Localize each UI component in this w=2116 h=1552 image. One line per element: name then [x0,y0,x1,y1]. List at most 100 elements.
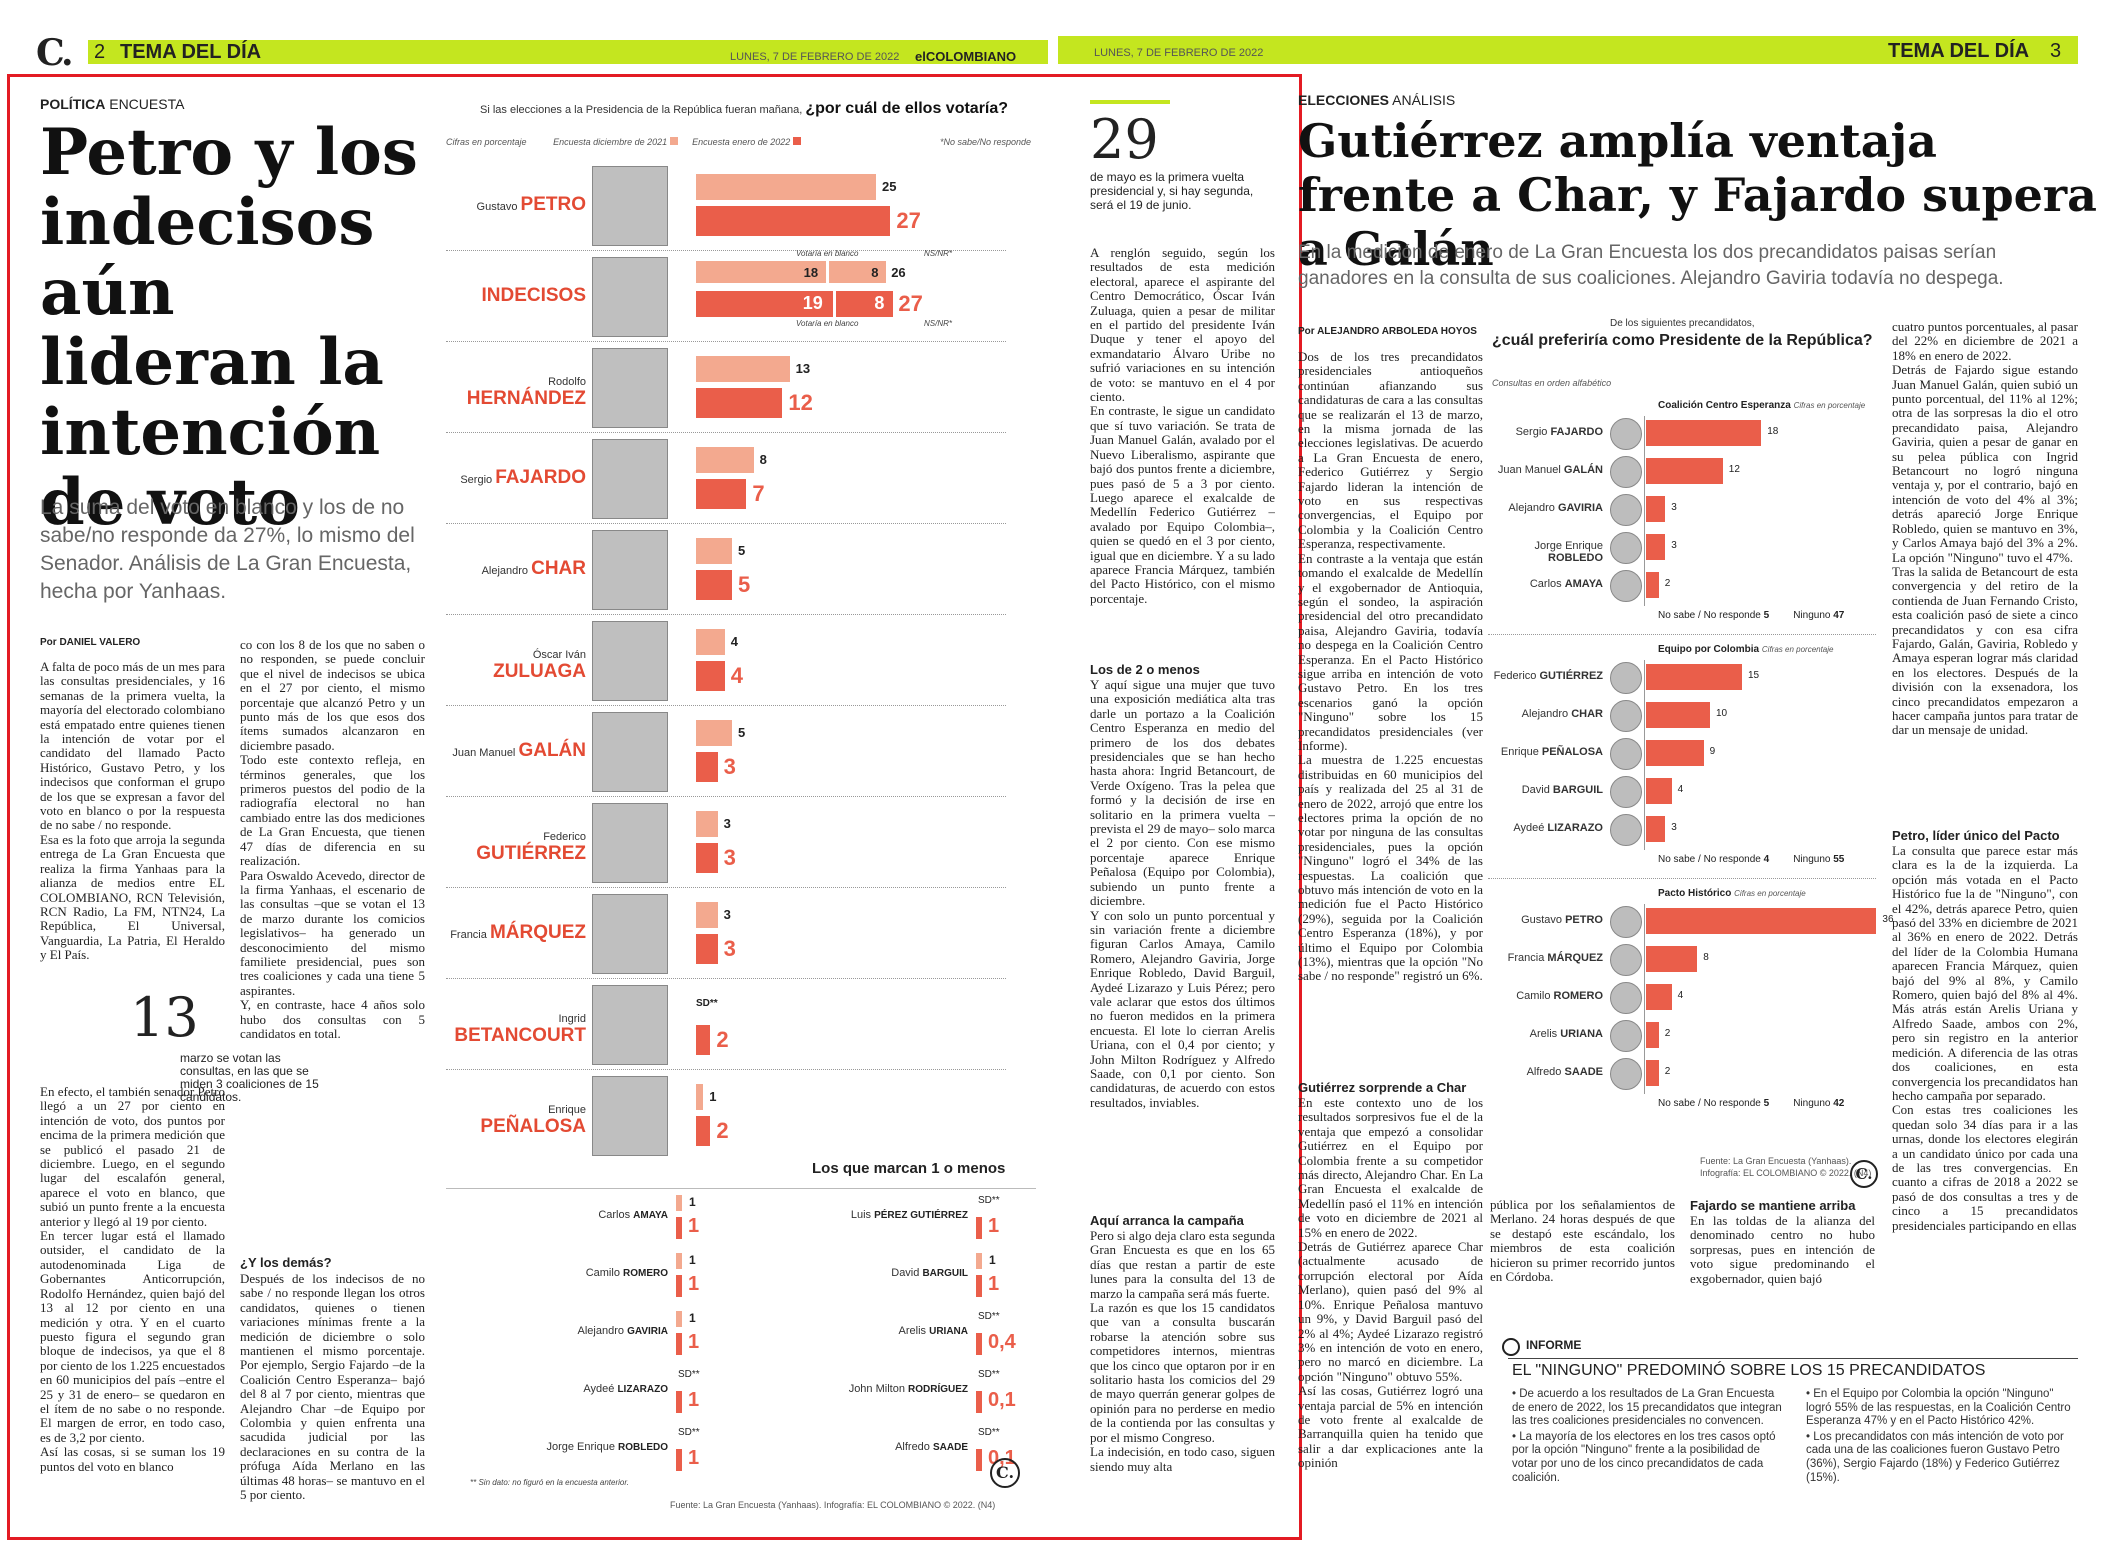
value-dec: 25 [882,179,897,194]
informe-bullet-4: • Los precandidatos con más intención de… [1806,1430,2064,1484]
bar-dec [696,811,718,837]
rgroup-axis [1644,904,1645,1094]
small-candidate-name: Alejandro GAVIRIA [446,1325,668,1337]
chart-footnote: ** Sin dato: no figuró en la encuesta an… [470,1478,629,1487]
small-value-jan: 0,1 [988,1389,1016,1411]
small-last-name: AMAYA [633,1210,668,1221]
bar-jan [696,388,783,418]
small-value-jan: 0,4 [988,1331,1016,1353]
small-chart: Carlos AMAYA 1 1 Luis PÉREZ GUTIÉRREZ SD** 1 C… [446,1188,1036,1479]
candidate-name: Sergio FAJARDO [446,467,586,489]
rcandidate-first: Juan Manuel [1497,464,1564,476]
bar-jan [696,570,732,600]
rns-value: 5 [1763,1098,1770,1109]
chart-row: Gustavo PETRO 25 27 [446,160,1036,251]
rcandidate-first: Francia [1507,952,1548,964]
body-col1b-right-text: En este contexto uno de los resultados s… [1298,1096,1483,1471]
rns-label: No sabe / No responde [1658,1098,1764,1109]
chart-row: Ingrid BETANCOURT SD** 2 [446,979,1036,1070]
highlight-frame [7,74,1302,1540]
candidate-name: Ingrid BETANCOURT [446,1013,586,1047]
candidate-last-name: CHAR [531,558,586,579]
section-bar-right [1058,36,2078,64]
body-col3c-left-text: Pero si algo deja claro esta segunda Gra… [1090,1229,1275,1474]
legend-ns: *No sabe/No responde [939,137,1031,147]
small-value-jan: 1 [988,1215,1000,1237]
kicker-text: ENCUESTA [109,96,185,112]
rninguno-label: Ninguno [1793,610,1834,621]
candidate-photo [592,621,668,701]
rcandidate-photo [1610,906,1642,938]
small-value-dec-sd: SD** [978,1195,1000,1206]
value-dec: 4 [730,634,739,649]
row-separator [446,250,1006,251]
small-value-dec: 1 [989,1253,996,1267]
value-dec-sd: SD** [696,998,718,1009]
small-bar-jan [976,1333,982,1355]
rcandidate-photo [1610,814,1642,846]
rcandidate-last: ROMERO [1553,990,1604,1002]
row-separator [446,978,1006,979]
rbar [1646,984,1672,1010]
candidate-last-name: HERNÁNDEZ [466,388,586,409]
rbar [1646,946,1698,972]
rcandidate-photo [1610,1020,1642,1052]
bar-jan [696,479,747,509]
candidate-name: Alejandro CHAR [446,558,586,580]
body-col4-right: cuatro puntos porcentuales, al pasar del… [1892,320,2078,820]
bar-dec [696,629,725,655]
rvalue: 3 [1671,540,1677,551]
informe-bullet-4-text: Los precandidatos con más intención de v… [1806,1430,2064,1484]
candidate-name: Federico GUTIÉRREZ [446,831,586,865]
small-value-jan: 1 [688,1447,700,1469]
informe-line [1508,1358,2078,1359]
rcandidate-name: Alfredo SAADE [1488,1066,1603,1078]
chart-row: INDECISOS 18 8 26 Votaría en blanco NS/NR* 19 8… [446,249,1036,342]
chart-logo: C. [990,1458,1020,1488]
candidate-last-name: INDECISOS [481,285,586,306]
bar-jan-ns [835,291,894,317]
small-value-dec-sd: SD** [978,1369,1000,1380]
candidate-photo [592,257,668,337]
rvalue: 2 [1664,578,1671,589]
small-first-name: Luis [850,1209,875,1221]
value-jan: 3 [723,845,736,870]
rbar [1646,496,1666,522]
headline-right: Gutiérrez amplía ventaja frente a Char, … [1298,114,2097,276]
body-col3b-left-text: Y aquí sigue una mujer que tuvo una expo… [1090,678,1275,1110]
rgroup-title-text: Coalición Centro Esperanza [1658,400,1794,411]
legend-dec-swatch [669,137,678,145]
row-separator [446,432,1006,433]
date-left: LUNES, 7 DE FEBRERO DE 2022 [730,51,900,63]
chart-question: Si las elecciones a la Presidencia de la… [480,100,1040,118]
candidate-name: INDECISOS [446,285,586,307]
rvalue: 9 [1709,746,1716,757]
small-candidate-name: David BARGUIL [746,1267,968,1279]
candidate-photo [592,803,668,883]
rbar [1646,664,1742,690]
rchart-question: ¿cuál preferiría como Presidente de la R… [1492,332,1873,349]
small-value-dec-sd: SD** [978,1427,1000,1438]
small-bar-dec [676,1311,682,1327]
value-jan: 2 [716,1027,729,1052]
kicker-right-bold: ELECCIONES [1298,92,1390,108]
candidate-first-name: Federico [543,831,586,843]
sub-los-de-2: Los de 2 o menos [1090,662,1200,677]
value-dec-blank: 18 [803,265,819,280]
chart-row: Sergio FAJARDO 8 7 [446,433,1036,524]
small-candidate-name: Camilo ROMERO [446,1267,668,1279]
small-last-name: LIZARAZO [617,1384,668,1395]
body-col4b-right-text: La consulta que parece estar más clara e… [1892,844,2078,1233]
body-col1-left-text: A falta de poco más de un mes para las c… [40,660,225,963]
bar-dec-blank [696,261,826,283]
rns-label: No sabe / No responde [1658,610,1764,621]
candidate-last-name: FAJARDO [495,467,586,488]
informe-bullet-1-text: De acuerdo a los resultados de La Gran E… [1512,1388,1782,1428]
left-page: C. 2 TEMA DEL DÍA LUNES, 7 DE FEBRERO DE… [36,32,1048,74]
small-first-name: Aydeé [583,1383,618,1395]
rgroup-axis [1644,660,1645,850]
rcandidate-photo [1610,982,1642,1014]
informe-icon [1502,1338,1520,1356]
rcandidate-photo [1610,494,1642,526]
informe-title: EL "NINGUNO" PREDOMINÓ SOBRE LOS 15 PREC… [1512,1362,1986,1379]
